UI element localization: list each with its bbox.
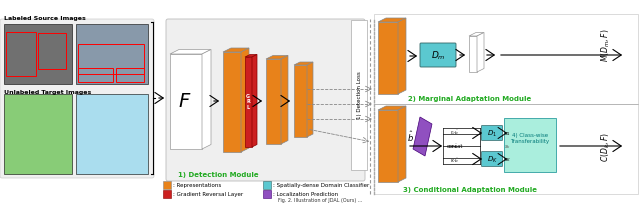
FancyBboxPatch shape [481, 126, 502, 141]
FancyBboxPatch shape [420, 44, 456, 68]
Text: : Spatially-dense Domain Classifier: : Spatially-dense Domain Classifier [273, 183, 369, 188]
Text: $s_K$: $s_K$ [504, 155, 511, 163]
Text: $C(D_k, F)$: $C(D_k, F)$ [600, 131, 612, 161]
FancyBboxPatch shape [504, 118, 556, 172]
Text: $s_k$: $s_k$ [504, 142, 511, 150]
FancyBboxPatch shape [351, 21, 367, 170]
Polygon shape [223, 53, 241, 152]
Text: Unlabeled Target Images: Unlabeled Target Images [4, 90, 92, 94]
Text: Fig. 2. Illustration of JDAL (Ours) ...: Fig. 2. Illustration of JDAL (Ours) ... [278, 197, 362, 202]
Polygon shape [378, 106, 406, 110]
Polygon shape [241, 49, 249, 152]
Polygon shape [266, 56, 288, 60]
Text: $D_K$: $D_K$ [486, 154, 497, 164]
Polygon shape [413, 118, 432, 156]
Polygon shape [398, 106, 406, 182]
Text: $\mathit{F}$: $\mathit{F}$ [179, 92, 192, 111]
Polygon shape [378, 110, 398, 182]
Bar [163, 181, 171, 189]
Text: $I_K\!\cdot\!\hat{b}$: $I_K\!\cdot\!\hat{b}$ [450, 156, 460, 164]
FancyBboxPatch shape [166, 20, 365, 181]
Polygon shape [245, 58, 252, 147]
Text: 2) Marginal Adaptation Module: 2) Marginal Adaptation Module [408, 95, 532, 102]
Polygon shape [170, 50, 211, 55]
Bar [116, 69, 144, 83]
Polygon shape [469, 37, 477, 73]
Text: : Gradient Reversal Layer: : Gradient Reversal Layer [173, 192, 243, 196]
Polygon shape [378, 19, 406, 23]
Text: 4) Class-wise
Transferability: 4) Class-wise Transferability [511, 132, 550, 143]
Text: $D_m$: $D_m$ [431, 50, 445, 62]
Polygon shape [307, 63, 313, 137]
Text: : Localization Prediction: : Localization Prediction [273, 192, 338, 196]
Bar [4, 94, 72, 174]
Text: 1) Detection Module: 1) Detection Module [178, 171, 259, 177]
Polygon shape [281, 56, 288, 144]
Bar [76, 25, 148, 85]
Polygon shape [252, 55, 257, 147]
Bar [374, 15, 638, 104]
Bar [374, 104, 638, 194]
Text: Labeled Source Images: Labeled Source Images [4, 16, 86, 21]
Text: $\hat{b}$: $\hat{b}$ [406, 129, 413, 144]
Text: concat: concat [447, 144, 463, 149]
Bar [4, 25, 72, 85]
Text: $I_k\!\cdot\!\hat{b}$: $I_k\!\cdot\!\hat{b}$ [450, 142, 459, 151]
Polygon shape [477, 33, 484, 73]
Bar [38, 34, 66, 70]
Polygon shape [294, 63, 313, 66]
FancyBboxPatch shape [0, 20, 154, 178]
FancyBboxPatch shape [481, 152, 502, 167]
Polygon shape [170, 55, 202, 149]
Bar [263, 181, 271, 189]
Polygon shape [398, 19, 406, 94]
Bar [78, 69, 113, 83]
Polygon shape [469, 33, 484, 37]
Text: : Representations: : Representations [173, 183, 221, 188]
Text: $s_1$: $s_1$ [504, 129, 511, 137]
Bar [78, 45, 144, 75]
Polygon shape [245, 55, 257, 58]
Bar [163, 190, 171, 198]
Bar [263, 190, 271, 198]
Text: $M(D_m, F)$: $M(D_m, F)$ [600, 28, 612, 61]
Text: 1) Detection Loss: 1) Detection Loss [356, 71, 362, 118]
Polygon shape [294, 66, 307, 137]
Polygon shape [202, 50, 211, 149]
Polygon shape [378, 23, 398, 94]
Text: $I_1\!\cdot\!\hat{b}$: $I_1\!\cdot\!\hat{b}$ [450, 128, 459, 137]
Bar [76, 94, 148, 174]
Text: G
R
L: G R L [246, 93, 250, 110]
Text: $D_1$: $D_1$ [487, 128, 497, 139]
Polygon shape [266, 60, 281, 144]
Polygon shape [223, 49, 249, 53]
Bar [6, 33, 36, 77]
Text: 3) Conditional Adaptation Module: 3) Conditional Adaptation Module [403, 186, 537, 192]
